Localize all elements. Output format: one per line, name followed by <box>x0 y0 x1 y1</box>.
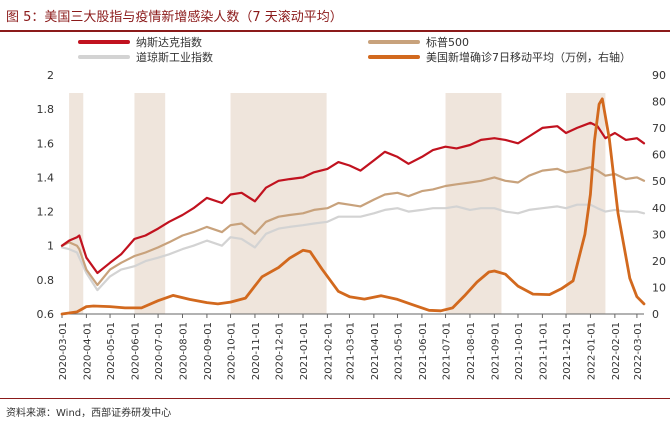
y-left-tick-label: 0.6 <box>37 308 55 321</box>
x-tick-label: 2021-01-01 <box>299 322 310 380</box>
y-left-tick-label: 2 <box>47 69 54 82</box>
y-right-tick-label: 10 <box>652 281 666 294</box>
y-left-tick-label: 1.4 <box>37 171 55 184</box>
source-note: 资料来源：Wind，西部证券研发中心 <box>6 408 172 419</box>
x-tick-label: 2020-11-01 <box>251 322 262 380</box>
legend: 纳斯达克指数 标普500 道琼斯工业指数 美国新增确诊7日移动平均（万例，右轴） <box>78 35 631 64</box>
x-tick-label: 2021-10-01 <box>514 322 525 380</box>
x-tick-label: 2020-08-01 <box>178 322 189 380</box>
x-tick-label: 2020-12-01 <box>275 322 286 380</box>
x-tick-label: 2020-03-01 <box>58 322 69 380</box>
x-tick-label: 2021-08-01 <box>466 322 477 380</box>
x-tick-label: 2021-12-01 <box>562 322 573 380</box>
left-y-axis: 0.6 0.8 1 1.2 1.4 1.6 1.8 2 <box>37 69 55 321</box>
y-left-tick-label: 1.2 <box>37 206 55 219</box>
x-tick-label: 2022-01-01 <box>586 322 597 380</box>
shaded-period-3 <box>230 93 327 314</box>
x-tick-label: 2021-06-01 <box>418 322 429 380</box>
x-tick-label: 2020-07-01 <box>154 322 165 380</box>
y-right-tick-label: 20 <box>652 255 666 268</box>
shaded-period-2 <box>134 93 166 314</box>
x-tick-label: 2020-04-01 <box>82 322 93 380</box>
x-tick-label: 2021-04-01 <box>370 322 381 380</box>
x-tick-label: 2022-03-01 <box>633 322 644 380</box>
x-tick-label: 2020-06-01 <box>130 322 141 380</box>
y-right-tick-label: 30 <box>652 228 666 241</box>
x-tick-label: 2020-05-01 <box>106 322 117 380</box>
legend-label-cases: 美国新增确诊7日移动平均（万例，右轴） <box>426 50 631 64</box>
y-right-tick-label: 40 <box>652 202 666 215</box>
y-right-tick-label: 60 <box>652 149 666 162</box>
series-line-dow <box>60 203 646 292</box>
series-line-cases <box>60 97 646 316</box>
series-line-nasdaq <box>60 121 646 275</box>
x-tick-label: 2021-07-01 <box>442 322 453 380</box>
x-tick-label: 2021-02-01 <box>323 322 334 380</box>
legend-label-nasdaq: 纳斯达克指数 <box>136 35 202 49</box>
legend-label-sp500: 标普500 <box>426 35 469 49</box>
x-tick-label: 2021-09-01 <box>490 322 501 380</box>
x-axis: 2020-03-01 2020-04-01 2020-05-01 2020-06-01… <box>58 314 644 380</box>
right-y-axis: 0 10 20 30 40 50 60 70 80 90 <box>652 69 666 321</box>
source-rule <box>0 398 670 399</box>
x-tick-label: 2021-05-01 <box>393 322 404 380</box>
series-line-sp500 <box>60 166 646 287</box>
x-tick-label: 2021-11-01 <box>538 322 549 380</box>
x-tick-label: 2021-03-01 <box>345 322 356 380</box>
y-left-tick-label: 0.8 <box>37 274 55 287</box>
y-right-tick-label: 90 <box>652 69 666 82</box>
x-tick-label: 2022-02-01 <box>611 322 622 380</box>
y-right-tick-label: 80 <box>652 96 666 109</box>
y-right-tick-label: 0 <box>652 308 659 321</box>
x-tick-label: 2020-09-01 <box>203 322 214 380</box>
y-left-tick-label: 1.6 <box>37 137 55 150</box>
y-right-tick-label: 50 <box>652 175 666 188</box>
y-right-tick-label: 70 <box>652 122 666 135</box>
x-tick-label: 2020-10-01 <box>227 322 238 380</box>
figure-title: 图 5：美国三大股指与疫情新增感染人数（7 天滚动平均） <box>6 10 343 25</box>
legend-label-dow: 道琼斯工业指数 <box>136 50 213 64</box>
chart: 0.6 0.8 1 1.2 1.4 1.6 1.8 2 0 10 20 30 40 50 60 70 80 90… <box>37 35 667 380</box>
shaded-period-1 <box>69 93 84 314</box>
y-left-tick-label: 1.8 <box>37 103 55 116</box>
shaded-period-4 <box>445 93 502 314</box>
y-left-tick-label: 1 <box>47 240 54 253</box>
title-rule <box>0 30 670 32</box>
series-lines <box>60 97 646 316</box>
